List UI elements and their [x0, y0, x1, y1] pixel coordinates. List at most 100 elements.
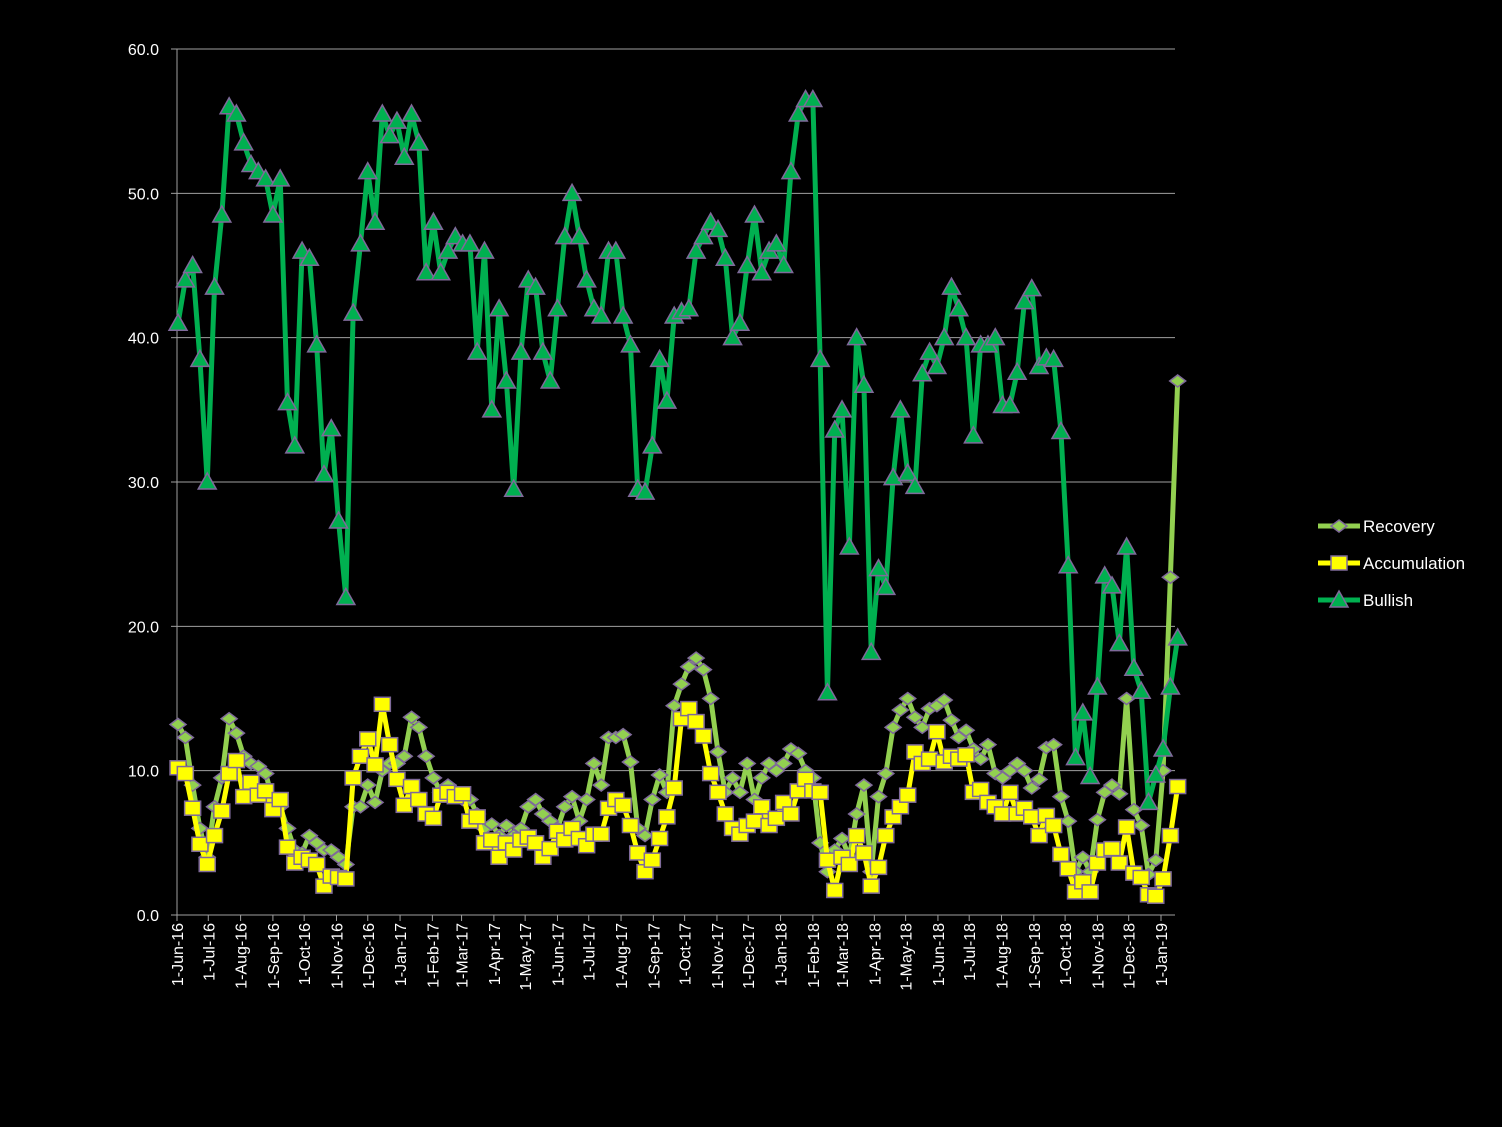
legend-square-icon	[1330, 555, 1348, 571]
x-tick-label: 1-Apr-17	[487, 923, 504, 985]
accumulation-point	[198, 856, 216, 873]
bullish-point	[423, 211, 444, 230]
accumulation-point	[526, 835, 545, 851]
bullish-point	[715, 247, 736, 267]
bullish-point	[269, 168, 291, 187]
recovery-point	[613, 727, 633, 742]
accumulation-point	[920, 751, 939, 767]
bullish-point	[1087, 676, 1108, 695]
accumulation-point	[1154, 871, 1172, 887]
bullish-point	[1043, 348, 1064, 368]
accumulation-point	[1044, 817, 1063, 834]
accumulation-point	[1088, 855, 1107, 871]
bullish-point	[320, 418, 342, 437]
y-tick-label: 50.0	[128, 186, 159, 203]
bullish-point	[547, 298, 568, 317]
accumulation-point	[256, 783, 275, 799]
accumulation-point	[869, 859, 888, 876]
bullish-point	[846, 327, 867, 346]
accumulation-point	[898, 787, 917, 803]
recovery-point	[905, 710, 925, 725]
recovery-point	[1051, 789, 1071, 804]
bullish-point	[1101, 575, 1123, 594]
recovery-point	[168, 717, 188, 732]
accumulation-point	[825, 882, 844, 899]
x-tick-label: 1-Oct-17	[678, 923, 695, 985]
bullish-point	[736, 254, 758, 274]
bullish-point	[167, 312, 189, 331]
bullish-point	[919, 341, 940, 360]
accumulation-point	[483, 832, 501, 848]
y-tick-label: 20.0	[128, 619, 159, 636]
recovery-point	[1146, 853, 1166, 868]
recovery-point	[847, 807, 866, 821]
bullish-point	[481, 399, 503, 418]
accumulation-point	[220, 765, 238, 782]
accumulation-point	[745, 813, 764, 829]
bullish-point	[649, 348, 670, 368]
bullish-point	[1123, 657, 1145, 676]
recovery-point	[934, 693, 954, 707]
recovery-point	[1015, 763, 1034, 778]
recovery-point	[1073, 850, 1093, 865]
accumulation-point	[862, 878, 880, 894]
bullish-point	[262, 204, 284, 223]
recovery-point	[562, 789, 582, 804]
bullish-point	[766, 233, 787, 252]
bullish-point	[773, 254, 794, 274]
accumulation-point	[753, 799, 771, 815]
recovery-point	[621, 755, 640, 769]
bullish-point	[751, 262, 773, 281]
legend-item-recovery: Recovery	[1318, 517, 1435, 536]
y-tick-label: 60.0	[128, 42, 159, 59]
recovery-point	[526, 792, 545, 807]
recovery-point	[650, 768, 669, 782]
bullish-point	[474, 240, 495, 259]
bullish-point	[1152, 738, 1174, 757]
x-tick-label: 1-Jul-18	[962, 923, 979, 981]
x-tick-label: 1-Aug-18	[995, 923, 1012, 989]
x-tick-label: 1-Dec-18	[1122, 923, 1139, 989]
recovery-point	[686, 651, 706, 666]
series-layer	[167, 88, 1188, 904]
accumulation-point	[840, 856, 859, 873]
bullish-point	[569, 226, 590, 245]
bullish-point	[963, 425, 984, 444]
x-tick-label: 1-Feb-17	[425, 923, 442, 988]
accumulation-point	[1103, 840, 1121, 857]
x-tick-label: 1-Sep-18	[1027, 923, 1044, 989]
bullish-point	[912, 363, 933, 382]
bullish-point	[875, 576, 897, 596]
accumulation-point	[694, 728, 713, 744]
recovery-point	[723, 770, 742, 785]
recovery-point	[1161, 570, 1180, 585]
x-tick-label: 1-Feb-18	[806, 923, 823, 988]
x-tick-label: 1-Sep-16	[266, 923, 283, 989]
bullish-point	[488, 298, 510, 317]
bullish-point	[831, 399, 853, 418]
accumulation-point	[1168, 778, 1187, 795]
y-axis-ticks: 0.0 10.0 20.0 30.0 40.0 50.0 60.0	[128, 42, 177, 925]
bullish-point	[707, 218, 729, 238]
x-tick-label: 1-Aug-16	[234, 923, 251, 989]
x-tick-label: 1-Nov-17	[710, 923, 727, 989]
x-tick-label: 1-Oct-16	[297, 923, 314, 985]
accumulation-point	[490, 849, 508, 866]
bullish-point	[372, 103, 393, 122]
bullish-point	[904, 475, 926, 495]
recovery-point	[1044, 737, 1063, 752]
bullish-point	[868, 558, 889, 577]
recovery-point	[752, 770, 772, 785]
accumulation-point	[1001, 784, 1019, 801]
bullish-point	[554, 226, 576, 245]
bullish-point	[1160, 676, 1181, 695]
accumulation-point	[1110, 855, 1129, 871]
bullish-point	[897, 462, 918, 482]
accumulation-point	[337, 871, 355, 887]
accumulation-point	[183, 800, 202, 816]
accumulation-point	[278, 839, 297, 855]
accumulation-point	[271, 791, 289, 808]
accumulation-point	[877, 827, 895, 844]
accumulation-point	[380, 736, 399, 753]
bullish-point	[196, 471, 218, 490]
